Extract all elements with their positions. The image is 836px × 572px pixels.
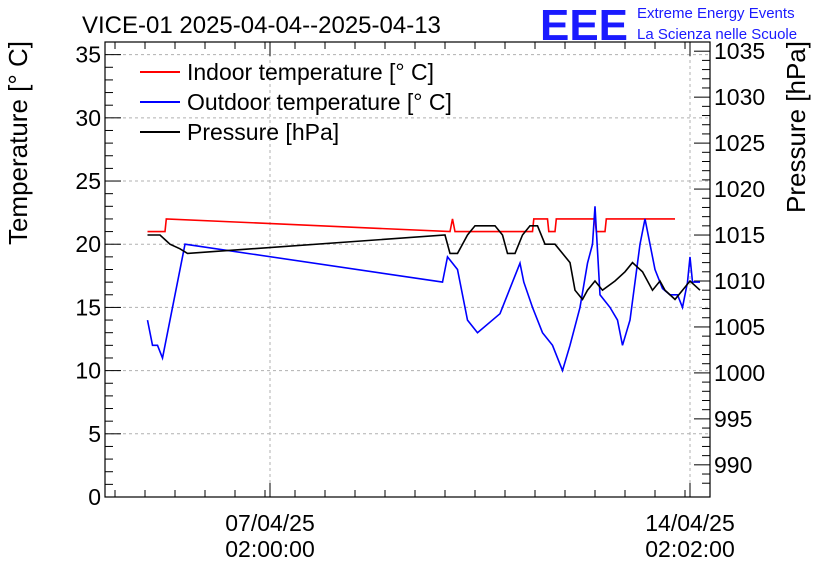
y-axis-label: Temperature [° C] [3,41,33,245]
y2-tick-label: 1015 [714,222,765,248]
x-tick-date: 07/04/25 [225,510,315,536]
legend-label: Pressure [hPa] [187,119,339,145]
y-tick-label: 15 [75,294,101,320]
y2-tick-label: 1020 [714,176,765,202]
chart-title: VICE-01 2025-04-04--2025-04-13 [82,12,441,39]
x-tick-date: 14/04/25 [645,510,735,536]
logo-line1: Extreme Energy Events [637,5,795,22]
grid [105,42,710,497]
legend: Indoor temperature [° C] Outdoor temperat… [140,59,452,145]
y-tick-label: 20 [75,231,101,257]
y2-tick-label: 1005 [714,314,765,340]
y2-tick-label: 1010 [714,268,765,294]
y2-tick-label: 1025 [714,130,765,156]
x-tick-time: 02:00:00 [225,536,315,562]
y-tick-label: 35 [75,42,101,68]
series-group [146,206,701,374]
y-tick-label: 5 [88,421,101,447]
legend-label: Indoor temperature [° C] [187,59,434,85]
y2-tick-label: 990 [714,452,752,478]
y-tick-label: 0 [88,484,101,510]
y2-axis-label: Pressure [hPa] [781,41,811,213]
y-tick-label: 10 [75,358,101,384]
axis-ticks: 0510152025303599099510001005101010151020… [75,38,765,562]
series-line-3 [147,225,701,301]
legend-label: Outdoor temperature [° C] [187,89,452,115]
y2-tick-label: 995 [714,406,752,432]
y-tick-label: 25 [75,168,101,194]
logo-letters: EEE [540,1,628,50]
series-line-1 [147,218,675,233]
y-tick-label: 30 [75,105,101,131]
y2-tick-label: 1030 [714,84,765,110]
x-tick-time: 02:02:00 [645,536,735,562]
logo-line2: La Scienza nelle Scuole [637,26,797,43]
y2-tick-label: 1035 [714,38,765,64]
y2-tick-label: 1000 [714,360,765,386]
